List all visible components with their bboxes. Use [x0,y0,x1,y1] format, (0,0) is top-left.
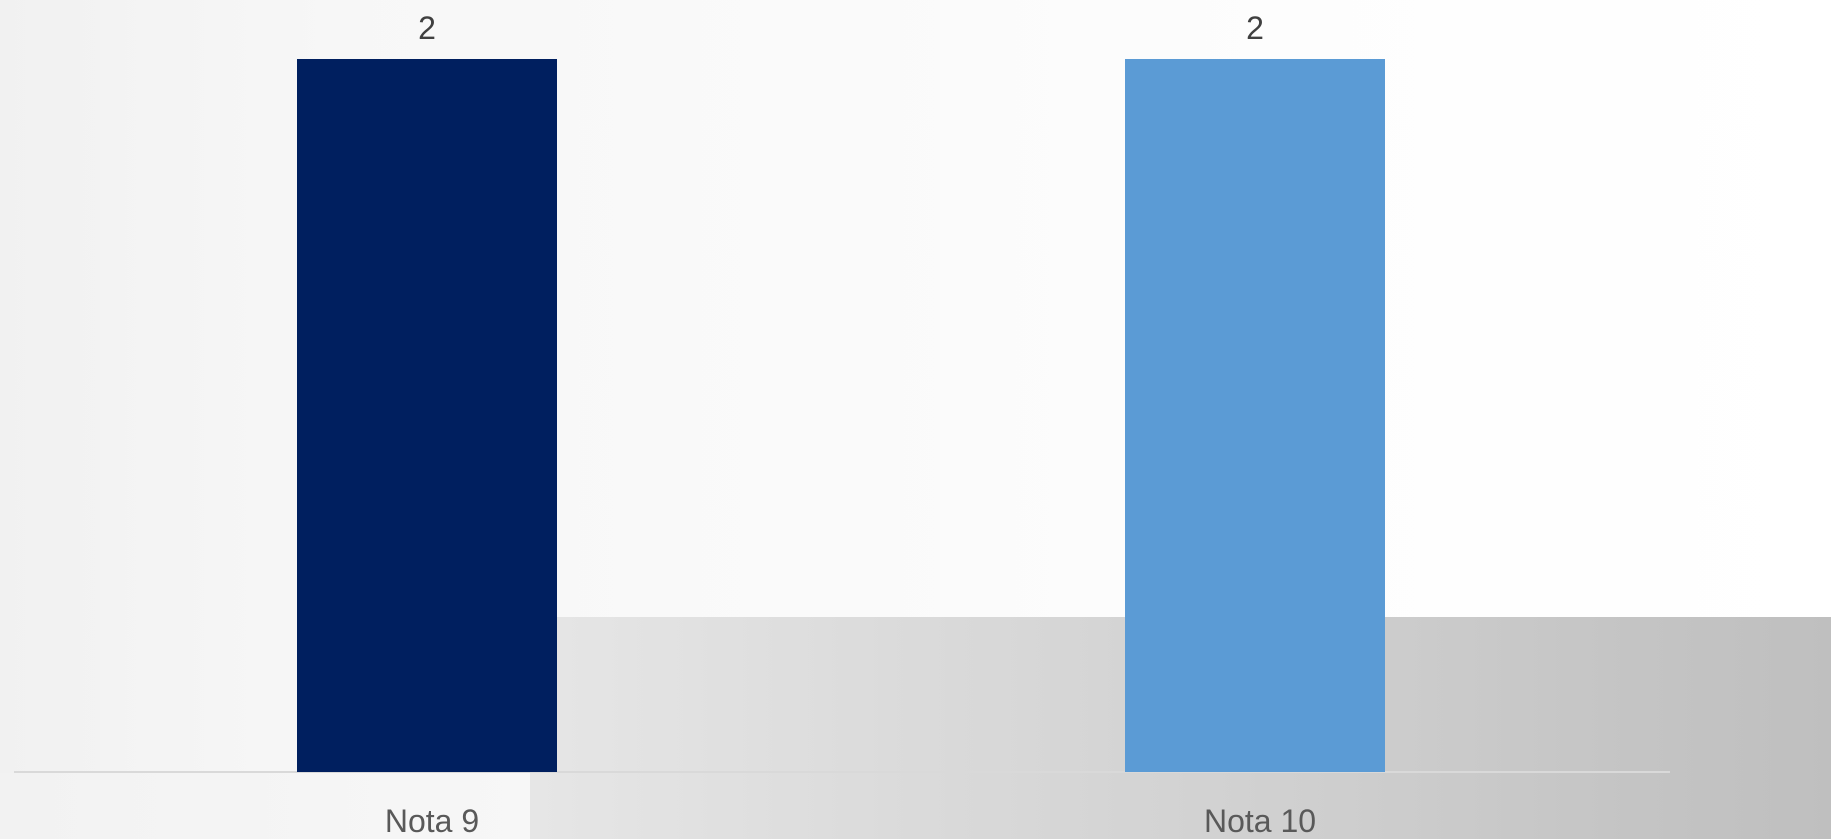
data-label-nota-9: 2 [418,10,436,46]
x-tick-label-nota-10: Nota 10 [1204,803,1316,839]
data-label-nota-10: 2 [1246,10,1264,46]
bar-nota-10 [1125,59,1385,772]
labels-layer: 2 Nota 9 2 Nota 10 [385,10,1316,839]
bar-nota-9 [297,59,557,772]
x-tick-label-nota-9: Nota 9 [385,803,479,839]
background-bottom-tile [0,773,530,839]
bars-layer [297,59,1385,772]
